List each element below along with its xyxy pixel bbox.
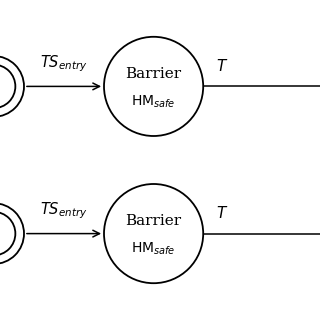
Circle shape xyxy=(104,37,203,136)
Text: $\mathit{T}$: $\mathit{T}$ xyxy=(216,205,228,221)
Circle shape xyxy=(0,56,24,117)
Text: $\mathrm{HM}_{safe}$: $\mathrm{HM}_{safe}$ xyxy=(131,93,176,110)
Text: $\mathrm{HM}_{safe}$: $\mathrm{HM}_{safe}$ xyxy=(131,241,176,257)
Text: $\mathit{T}$: $\mathit{T}$ xyxy=(216,58,228,74)
Text: Barrier: Barrier xyxy=(125,67,182,81)
Text: $\mathit{TS}_{entry}$: $\mathit{TS}_{entry}$ xyxy=(40,53,88,74)
Text: $\mathit{TS}_{entry}$: $\mathit{TS}_{entry}$ xyxy=(40,200,88,221)
Text: Barrier: Barrier xyxy=(125,214,182,228)
Circle shape xyxy=(104,184,203,283)
Circle shape xyxy=(0,203,24,264)
